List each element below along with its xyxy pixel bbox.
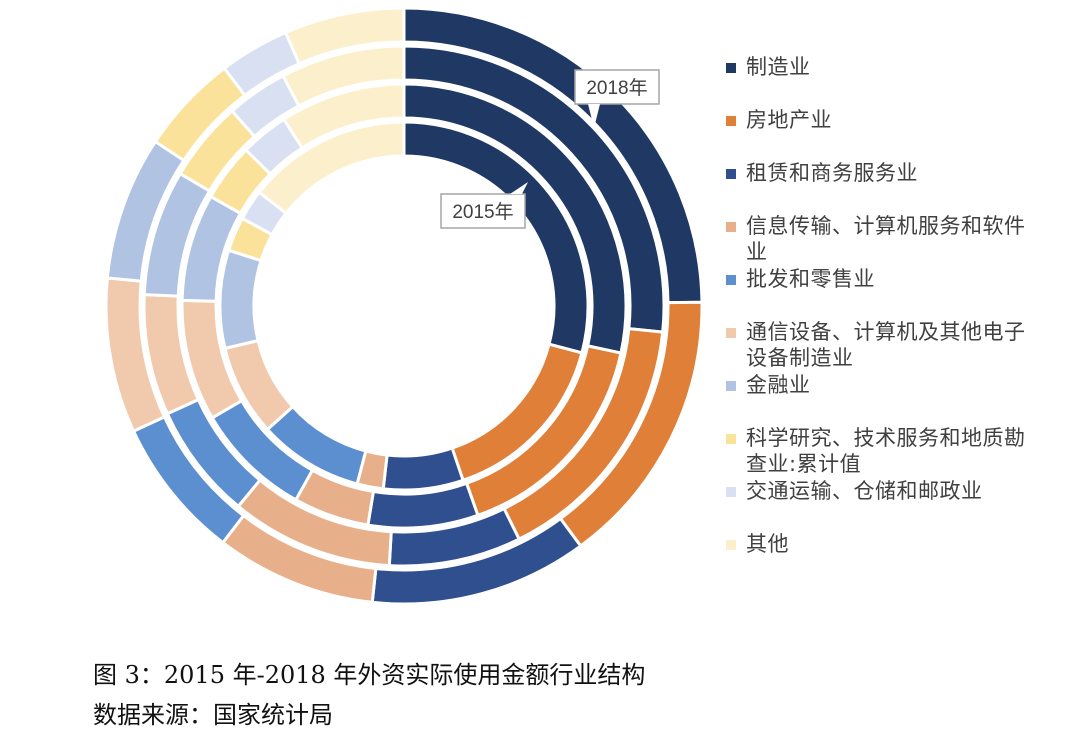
callout-2018-pointer [588, 104, 600, 128]
legend-swatch [726, 222, 736, 232]
callouts: 2015年 2018年 [440, 69, 660, 229]
legend-item-6: 通信设备、计算机及其他电子设备制造业 [726, 319, 1036, 371]
ring-3-segment-10 [281, 44, 406, 108]
legend-label: 信息传输、计算机服务和软件业 [746, 214, 1026, 264]
legend-label: 制造业 [746, 55, 811, 79]
ring-4-segment-10 [283, 6, 406, 66]
legend-swatch [726, 275, 736, 285]
ring-2-segment-10 [281, 82, 406, 150]
data-source: 数据来源：国家统计局 [93, 701, 333, 729]
donut-chart: 2015年 2018年 [104, 6, 704, 606]
callout-2018-box [574, 69, 660, 105]
legend-label: 租赁和商务服务业 [746, 161, 918, 185]
figure-caption: 图 3：2015 年-2018 年外资实际使用金额行业结构 [93, 661, 646, 689]
legend-item-1: 制造业 [726, 54, 1036, 80]
ring-1-segment-7 [218, 248, 263, 351]
callout-2018: 2018年 [574, 69, 660, 128]
legend-item-8: 科学研究、技术服务和地质勘查业:累计值 [726, 425, 1036, 477]
donut-rings [104, 6, 704, 606]
legend-label: 房地产业 [746, 108, 832, 132]
legend-swatch [726, 63, 736, 73]
legend-swatch [726, 328, 736, 338]
legend-item-9: 交通运输、仓储和邮政业 [726, 478, 1036, 504]
legend-item-5: 批发和零售业 [726, 266, 1036, 292]
legend-swatch [726, 169, 736, 179]
ring-1-segment-10 [257, 120, 406, 216]
legend-item-3: 租赁和商务服务业 [726, 160, 1036, 186]
legend-label: 批发和零售业 [746, 267, 875, 291]
legend-label: 其他 [746, 532, 789, 556]
legend-swatch [726, 116, 736, 126]
callout-2015-pointer [510, 182, 528, 194]
callout-2015: 2015年 [440, 182, 528, 229]
legend-label: 通信设备、计算机及其他电子设备制造业 [746, 320, 1026, 370]
legend-swatch [726, 487, 736, 497]
legend-swatch [726, 381, 736, 391]
legend-label: 交通运输、仓储和邮政业 [746, 479, 983, 503]
legend-item-2: 房地产业 [726, 107, 1036, 133]
legend-item-7: 金融业 [726, 372, 1036, 398]
callout-2015-label: 2015年 [452, 201, 513, 223]
legend-item-10: 其他 [726, 531, 1036, 557]
legend-swatch [726, 434, 736, 444]
legend-item-4: 信息传输、计算机服务和软件业 [726, 213, 1036, 265]
legend-swatch [726, 540, 736, 550]
ring-1-segment-3 [381, 446, 465, 492]
legend-label: 金融业 [746, 373, 811, 397]
legend-label: 科学研究、技术服务和地质勘查业:累计值 [746, 426, 1026, 476]
callout-2015-box [440, 193, 526, 229]
callout-2018-label: 2018年 [586, 77, 647, 99]
